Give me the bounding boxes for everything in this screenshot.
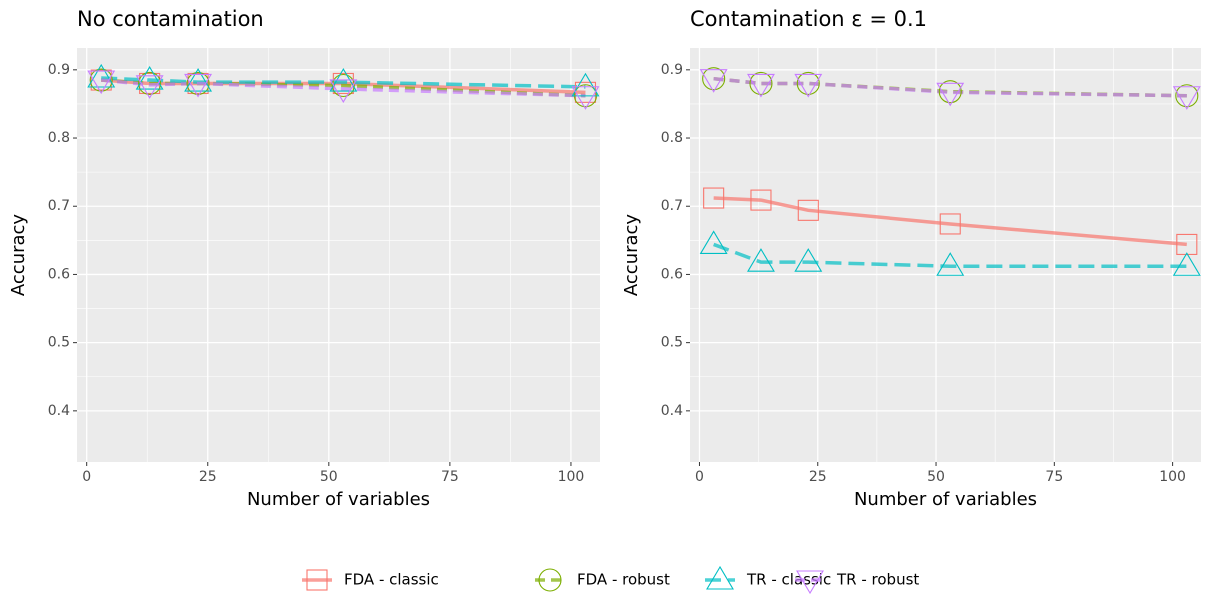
- y-tick-label: 0.5: [48, 335, 70, 351]
- x-tick-label: 50: [927, 469, 945, 485]
- y-tick-label: 0.9: [661, 62, 683, 78]
- panel-background: [690, 48, 1201, 462]
- marker-triangle: [936, 82, 965, 107]
- marker-circle: [938, 80, 962, 104]
- marker-square: [797, 199, 819, 221]
- marker-triangle: [87, 70, 116, 95]
- marker-triangle: [329, 79, 358, 104]
- marker-triangle: [184, 68, 213, 92]
- marker-triangle: [135, 65, 164, 90]
- marker-triangle: [571, 72, 600, 97]
- y-tick-label: 0.6: [661, 266, 683, 282]
- legend-marker: [538, 568, 562, 592]
- y-tick-label: 0.8: [48, 130, 70, 146]
- marker-circle: [702, 67, 726, 91]
- y-tick-label: 0.4: [48, 403, 70, 419]
- series-line: [101, 78, 586, 98]
- x-tick-label: 0: [82, 469, 91, 485]
- y-tick-label: 0.7: [48, 198, 70, 214]
- marker-triangle: [184, 73, 213, 98]
- marker-triangle: [794, 73, 823, 98]
- marker-triangle: [936, 252, 965, 276]
- chart-title: Contamination ε = 0.1: [690, 7, 927, 31]
- x-tick-label: 100: [1159, 469, 1186, 485]
- marker-square: [703, 187, 725, 209]
- legend-label: TR - robust: [836, 571, 919, 589]
- marker-triangle: [571, 86, 600, 110]
- marker-circle: [1175, 84, 1199, 108]
- x-tick-label: 75: [441, 469, 459, 485]
- x-tick-label: 100: [558, 469, 585, 485]
- panel-background: [77, 48, 600, 462]
- marker-triangle: [135, 75, 164, 99]
- marker-circle: [89, 68, 113, 92]
- y-tick-label: 0.6: [48, 266, 70, 282]
- legend-label: TR - classic: [746, 571, 831, 589]
- marker-triangle: [699, 230, 728, 254]
- x-tick-label: 75: [1045, 469, 1063, 485]
- marker-square: [187, 72, 209, 95]
- marker-circle: [796, 71, 820, 96]
- x-tick-label: 0: [695, 469, 704, 485]
- x-tick-label: 50: [320, 469, 338, 485]
- marker-circle: [749, 71, 773, 96]
- y-tick-label: 0.8: [661, 130, 683, 146]
- legend-label: FDA - robust: [577, 571, 670, 589]
- marker-circle: [186, 71, 210, 96]
- chart-title: No contamination: [77, 7, 264, 31]
- marker-square: [750, 189, 772, 211]
- series-line: [713, 242, 1187, 269]
- y-axis-label: Accuracy: [8, 214, 29, 297]
- marker-circle: [331, 73, 355, 98]
- y-axis-label: Accuracy: [621, 214, 642, 297]
- legend-marker: [706, 565, 734, 590]
- marker-circle: [138, 71, 162, 96]
- marker-triangle: [699, 69, 728, 93]
- x-tick-label: 25: [809, 469, 827, 485]
- x-axis-label: Number of variables: [247, 489, 430, 510]
- marker-square: [1176, 233, 1198, 255]
- marker-square: [332, 72, 354, 95]
- y-tick-label: 0.4: [661, 403, 683, 419]
- legend-marker: [796, 570, 824, 595]
- legend-label: FDA - classic: [344, 571, 439, 589]
- marker-triangle: [87, 63, 116, 88]
- marker-square: [939, 213, 961, 235]
- y-tick-label: 0.5: [661, 335, 683, 351]
- series-line: [713, 196, 1187, 247]
- x-tick-label: 25: [199, 469, 217, 485]
- x-axis-label: Number of variables: [854, 489, 1037, 510]
- marker-triangle: [747, 248, 775, 272]
- y-tick-label: 0.7: [661, 198, 683, 214]
- legend-marker: [306, 569, 328, 591]
- marker-triangle: [1172, 252, 1201, 276]
- marker-square: [90, 69, 112, 91]
- y-tick-label: 0.9: [48, 62, 70, 78]
- marker-triangle: [794, 248, 823, 272]
- marker-triangle: [747, 73, 775, 98]
- marker-triangle: [1172, 86, 1201, 110]
